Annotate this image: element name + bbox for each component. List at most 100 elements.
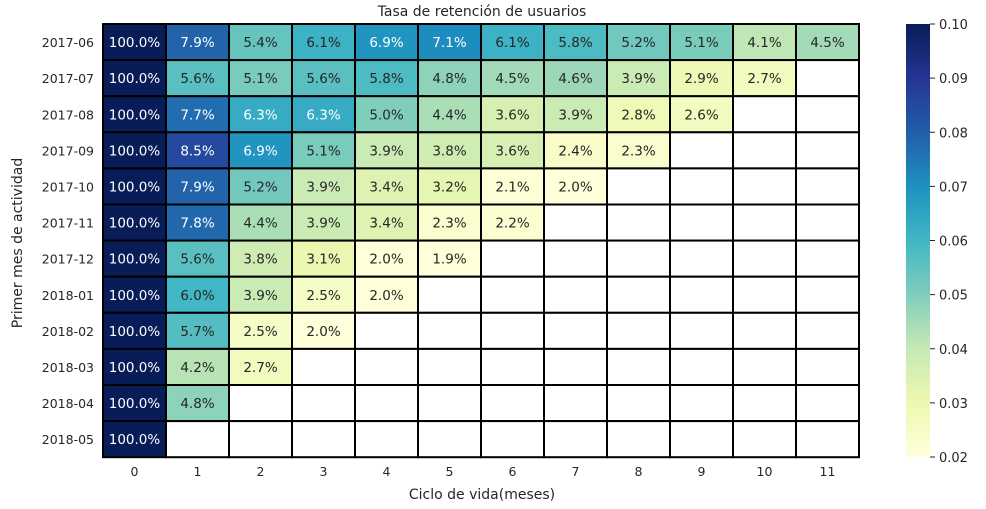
heatmap-cell bbox=[669, 311, 734, 350]
cell-label: 1.9% bbox=[432, 252, 466, 268]
heatmap-cell bbox=[732, 275, 797, 314]
cell-label: 2.5% bbox=[306, 288, 340, 304]
cell-label: 3.9% bbox=[369, 143, 403, 159]
x-tick-label: 6 bbox=[509, 464, 517, 479]
cell-label: 4.2% bbox=[180, 360, 214, 376]
colorbar-tick-label: 0.06 bbox=[939, 235, 968, 250]
cell-label: 2.1% bbox=[495, 179, 529, 195]
heatmap-cell bbox=[291, 384, 356, 423]
colorbar-tick-label: 0.07 bbox=[939, 180, 968, 195]
cell-label: 4.8% bbox=[180, 396, 214, 412]
cell-label: 100.0% bbox=[109, 216, 161, 232]
cell-label: 5.1% bbox=[243, 71, 277, 87]
cell-label: 6.0% bbox=[180, 288, 214, 304]
heatmap-cell bbox=[795, 239, 860, 278]
cell-label: 3.4% bbox=[369, 179, 403, 195]
heatmap-cell bbox=[291, 239, 356, 278]
cell-label: 100.0% bbox=[109, 71, 161, 87]
heatmap-cell bbox=[669, 203, 734, 242]
x-tick-label: 3 bbox=[320, 464, 328, 479]
heatmap-cell bbox=[795, 95, 860, 134]
cell-label: 100.0% bbox=[109, 360, 161, 376]
cell-label: 7.7% bbox=[180, 107, 214, 123]
heatmap-cell bbox=[417, 311, 482, 350]
cell-label: 2.3% bbox=[621, 143, 655, 159]
heatmap-cell bbox=[795, 275, 860, 314]
heatmap-cell bbox=[606, 275, 671, 314]
heatmap-cell bbox=[417, 384, 482, 423]
cell-label: 5.1% bbox=[684, 35, 718, 51]
cell-label: 3.6% bbox=[495, 143, 529, 159]
cell-label: 2.4% bbox=[558, 143, 592, 159]
heatmap-cell bbox=[795, 23, 860, 62]
heatmap-cell bbox=[291, 275, 356, 314]
heatmap-cell bbox=[795, 59, 860, 98]
heatmap-cell bbox=[102, 203, 167, 242]
x-tick-label: 8 bbox=[635, 464, 643, 479]
heatmap-cell bbox=[354, 311, 419, 350]
heatmap-cell bbox=[732, 384, 797, 423]
cell-label: 2.9% bbox=[684, 71, 718, 87]
heatmap-cell bbox=[795, 167, 860, 206]
cell-label: 3.2% bbox=[432, 179, 466, 195]
heatmap-cell bbox=[291, 95, 356, 134]
heatmap-cell bbox=[669, 239, 734, 278]
heatmap-cell bbox=[102, 275, 167, 314]
heatmap-cell bbox=[543, 203, 608, 242]
cell-label: 3.8% bbox=[432, 143, 466, 159]
heatmap-cell bbox=[354, 420, 419, 459]
cell-label: 4.5% bbox=[495, 71, 529, 87]
heatmap-cell bbox=[795, 347, 860, 386]
heatmap-cell bbox=[354, 59, 419, 98]
x-tick-label: 4 bbox=[383, 464, 391, 479]
cell-label: 5.8% bbox=[558, 35, 592, 51]
heatmap-cell bbox=[102, 420, 167, 459]
colorbar-tick-label: 0.09 bbox=[939, 72, 968, 87]
cell-label: 100.0% bbox=[109, 179, 161, 195]
heatmap-cell bbox=[732, 167, 797, 206]
x-tick-label: 5 bbox=[446, 464, 454, 479]
cell-label: 4.4% bbox=[432, 107, 466, 123]
heatmap-cell bbox=[732, 95, 797, 134]
heatmap-cell bbox=[606, 311, 671, 350]
y-tick-label: 2018-04 bbox=[42, 396, 94, 411]
heatmap-cell bbox=[732, 420, 797, 459]
cell-label: 5.8% bbox=[369, 71, 403, 87]
colorbar-tick-label: 0.03 bbox=[939, 397, 968, 412]
heatmap-cell bbox=[795, 311, 860, 350]
cell-label: 2.7% bbox=[747, 71, 781, 87]
cell-label: 7.9% bbox=[180, 179, 214, 195]
cell-label: 5.6% bbox=[180, 71, 214, 87]
cell-label: 4.8% bbox=[432, 71, 466, 87]
heatmap-cell bbox=[732, 59, 797, 98]
heatmap-cell bbox=[165, 59, 230, 98]
cell-label: 2.0% bbox=[369, 288, 403, 304]
cell-label: 100.0% bbox=[109, 288, 161, 304]
x-tick-label: 7 bbox=[572, 464, 580, 479]
heatmap-cell bbox=[228, 384, 293, 423]
y-axis-ticks: 2017-06 2017-07 2017-08 2017-09 2017-10 2017-… bbox=[42, 35, 94, 447]
heatmap-cell bbox=[354, 203, 419, 242]
heatmap-cell bbox=[228, 131, 293, 170]
heatmap-cell bbox=[480, 420, 545, 459]
heatmap-cell bbox=[669, 420, 734, 459]
x-tick-label: 9 bbox=[698, 464, 706, 479]
heatmap-cell bbox=[543, 239, 608, 278]
heatmap-cell bbox=[669, 167, 734, 206]
heatmap-cell bbox=[543, 347, 608, 386]
cell-label: 2.5% bbox=[243, 324, 277, 340]
cell-label: 2.7% bbox=[243, 360, 277, 376]
heatmap-cell bbox=[732, 131, 797, 170]
colorbar-tick-label: 0.10 bbox=[939, 18, 968, 33]
heatmap-cell bbox=[795, 420, 860, 459]
y-tick-label: 2017-08 bbox=[42, 107, 94, 122]
heatmap-cell bbox=[417, 347, 482, 386]
heatmap-cell bbox=[165, 420, 230, 459]
cell-label: 2.3% bbox=[432, 216, 466, 232]
heatmap-cell bbox=[543, 167, 608, 206]
y-tick-label: 2018-05 bbox=[42, 432, 94, 447]
heatmap-cell bbox=[606, 167, 671, 206]
cell-label: 4.5% bbox=[810, 35, 844, 51]
heatmap-cell bbox=[480, 384, 545, 423]
